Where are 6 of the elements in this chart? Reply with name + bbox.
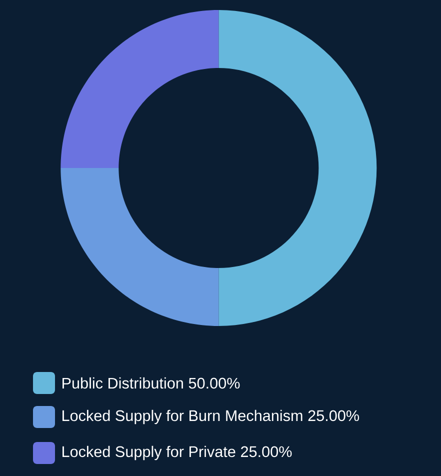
data-label: 50.00% (188, 378, 240, 389)
data-label: 25.00% (241, 446, 292, 458)
legend-label: Locked Supply for Private (62, 446, 236, 460)
data-label: 25.00% (308, 410, 360, 422)
legend-label: Locked Supply for Burn Mechanism (62, 410, 302, 424)
legend-label: Public Distribution (62, 377, 183, 389)
